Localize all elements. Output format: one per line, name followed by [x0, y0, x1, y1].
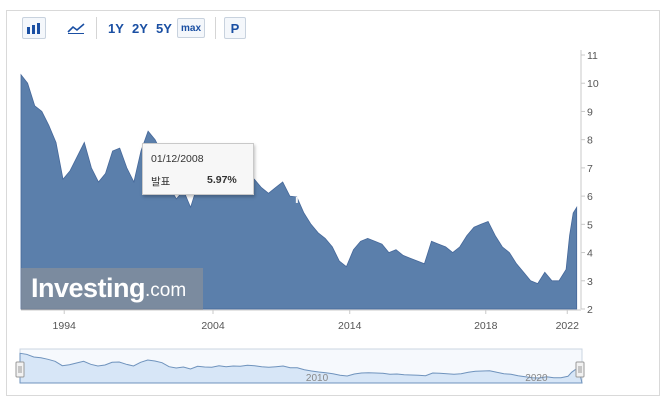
investing-logo: Investing .com: [21, 268, 203, 310]
bar-chart-icon: [27, 23, 40, 34]
line-chart-button[interactable]: [64, 17, 88, 39]
toolbar-divider: [96, 17, 97, 39]
y-tick-label: 11: [587, 50, 598, 62]
y-tick-label: 5: [587, 219, 593, 231]
y-tick-label: 8: [587, 135, 593, 147]
bar-chart-button[interactable]: [22, 17, 46, 39]
x-tick-label: 2018: [474, 320, 498, 332]
y-tick-label: 6: [587, 191, 593, 203]
range-2y-button[interactable]: 2Y: [132, 20, 148, 36]
y-tick-label: 2: [587, 304, 593, 316]
y-tick-label: 9: [587, 106, 593, 118]
line-chart-icon: [67, 23, 85, 34]
y-tick-label: 3: [587, 276, 593, 288]
y-tick-label: 10: [587, 78, 599, 90]
x-tick-label: 1994: [53, 320, 77, 332]
x-tick-label: 2004: [201, 320, 225, 332]
logo-brand-text: Investing: [31, 273, 146, 303]
p-button[interactable]: P: [224, 17, 247, 39]
series-area: [20, 73, 578, 310]
data-tooltip: 01/12/2008 발표 5.97%: [142, 143, 254, 195]
navigator-label: 2020: [525, 373, 548, 384]
x-tick-label: 2022: [556, 320, 580, 332]
range-5y-button[interactable]: 5Y: [156, 20, 172, 36]
chart-toolbar: 1Y 2Y 5Y max P: [22, 16, 250, 40]
y-tick-label: 7: [587, 163, 593, 175]
logo-suffix-text: .com: [145, 280, 187, 301]
navigator-label: 2010: [306, 373, 329, 384]
navigator-handle-right[interactable]: [575, 361, 585, 378]
toolbar-divider: [215, 17, 217, 39]
navigator-series: [19, 352, 583, 384]
y-tick-label: 4: [587, 248, 593, 260]
navigator-handle-left[interactable]: [15, 361, 25, 378]
x-tick-label: 2014: [338, 320, 362, 332]
chart-frame: [6, 10, 660, 396]
tooltip-value: 5.97%: [207, 174, 237, 186]
range-max-button[interactable]: max: [177, 18, 206, 38]
tooltip-label: 발표: [151, 176, 171, 188]
tooltip-date: 01/12/2008: [151, 153, 204, 165]
range-1y-button[interactable]: 1Y: [108, 20, 124, 36]
